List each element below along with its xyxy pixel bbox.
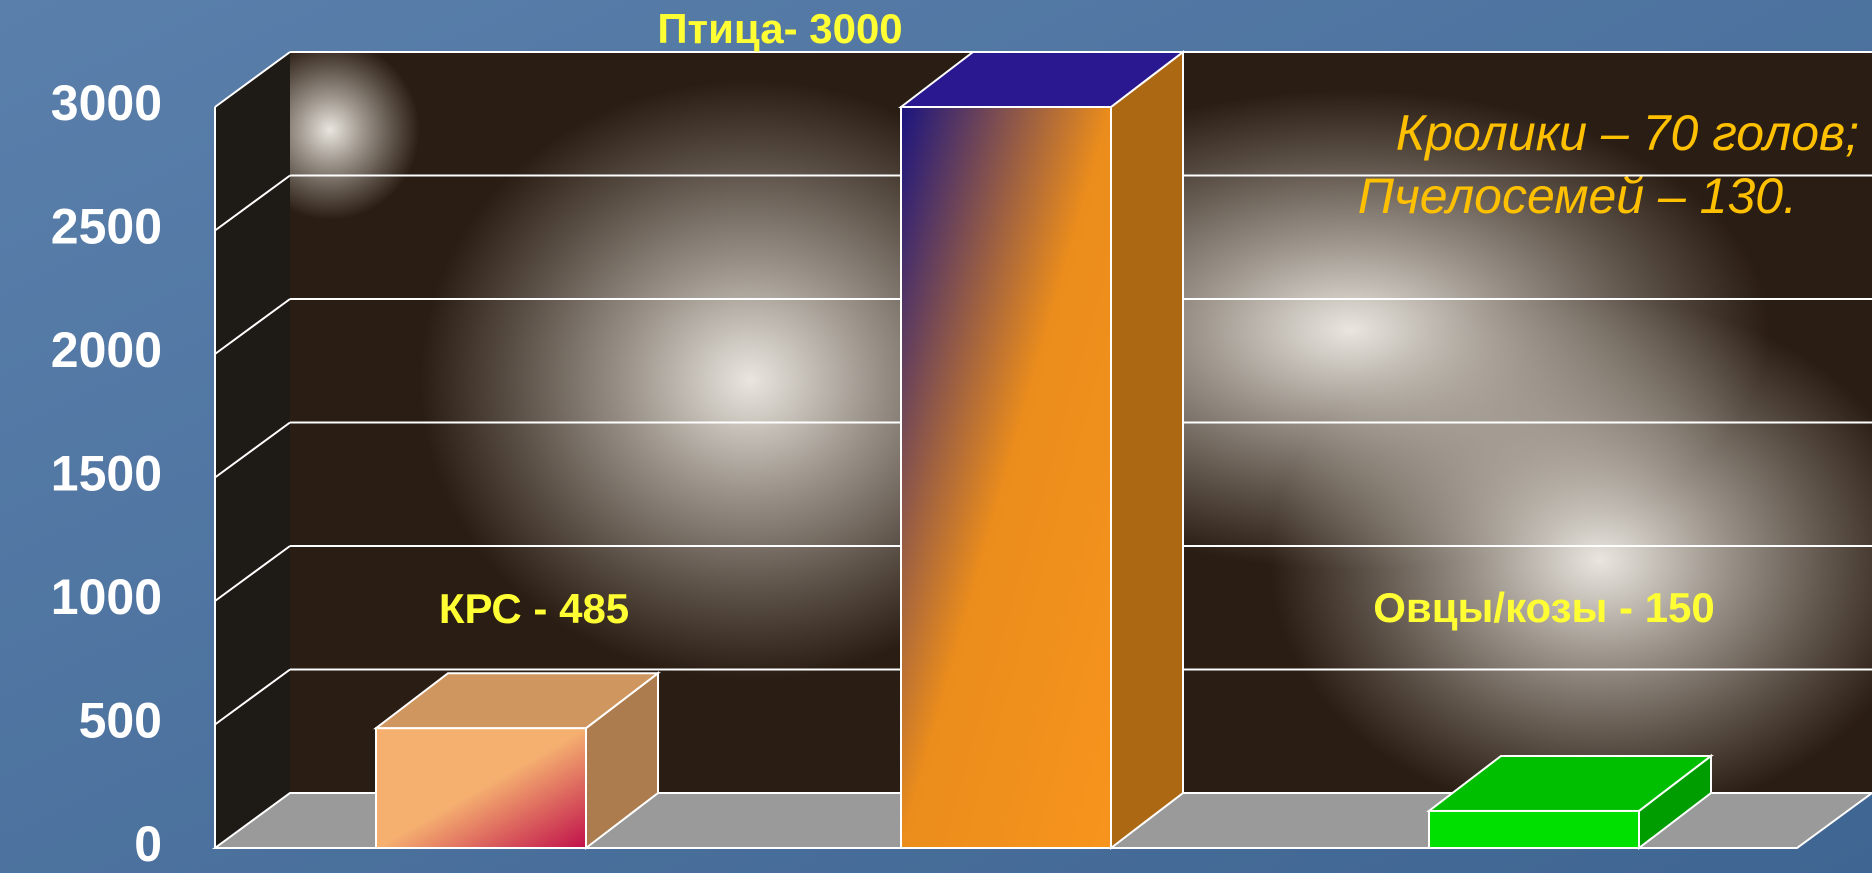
annotation: Кролики – 70 голов; — [1396, 105, 1859, 161]
data-label: Птица- 3000 — [657, 5, 902, 52]
y-tick-label: 2000 — [51, 322, 162, 378]
bar — [901, 107, 1111, 848]
y-tick-label: 500 — [79, 693, 162, 749]
annotation: Пчелосемей – 130. — [1358, 168, 1797, 224]
y-tick-label: 1500 — [51, 446, 162, 502]
bar — [1429, 811, 1639, 848]
data-label: КРС - 485 — [439, 585, 629, 632]
y-tick-label: 2500 — [51, 199, 162, 255]
y-tick-label: 1000 — [51, 569, 162, 625]
bar-side — [1111, 52, 1183, 848]
data-label: Овцы/козы - 150 — [1373, 584, 1715, 631]
chart: Кролики – 70 голов; Пчелосемей – 130. 0 5… — [0, 0, 1872, 873]
y-tick-label: 0 — [134, 816, 162, 872]
bar — [376, 728, 586, 848]
y-tick-label: 3000 — [51, 75, 162, 131]
